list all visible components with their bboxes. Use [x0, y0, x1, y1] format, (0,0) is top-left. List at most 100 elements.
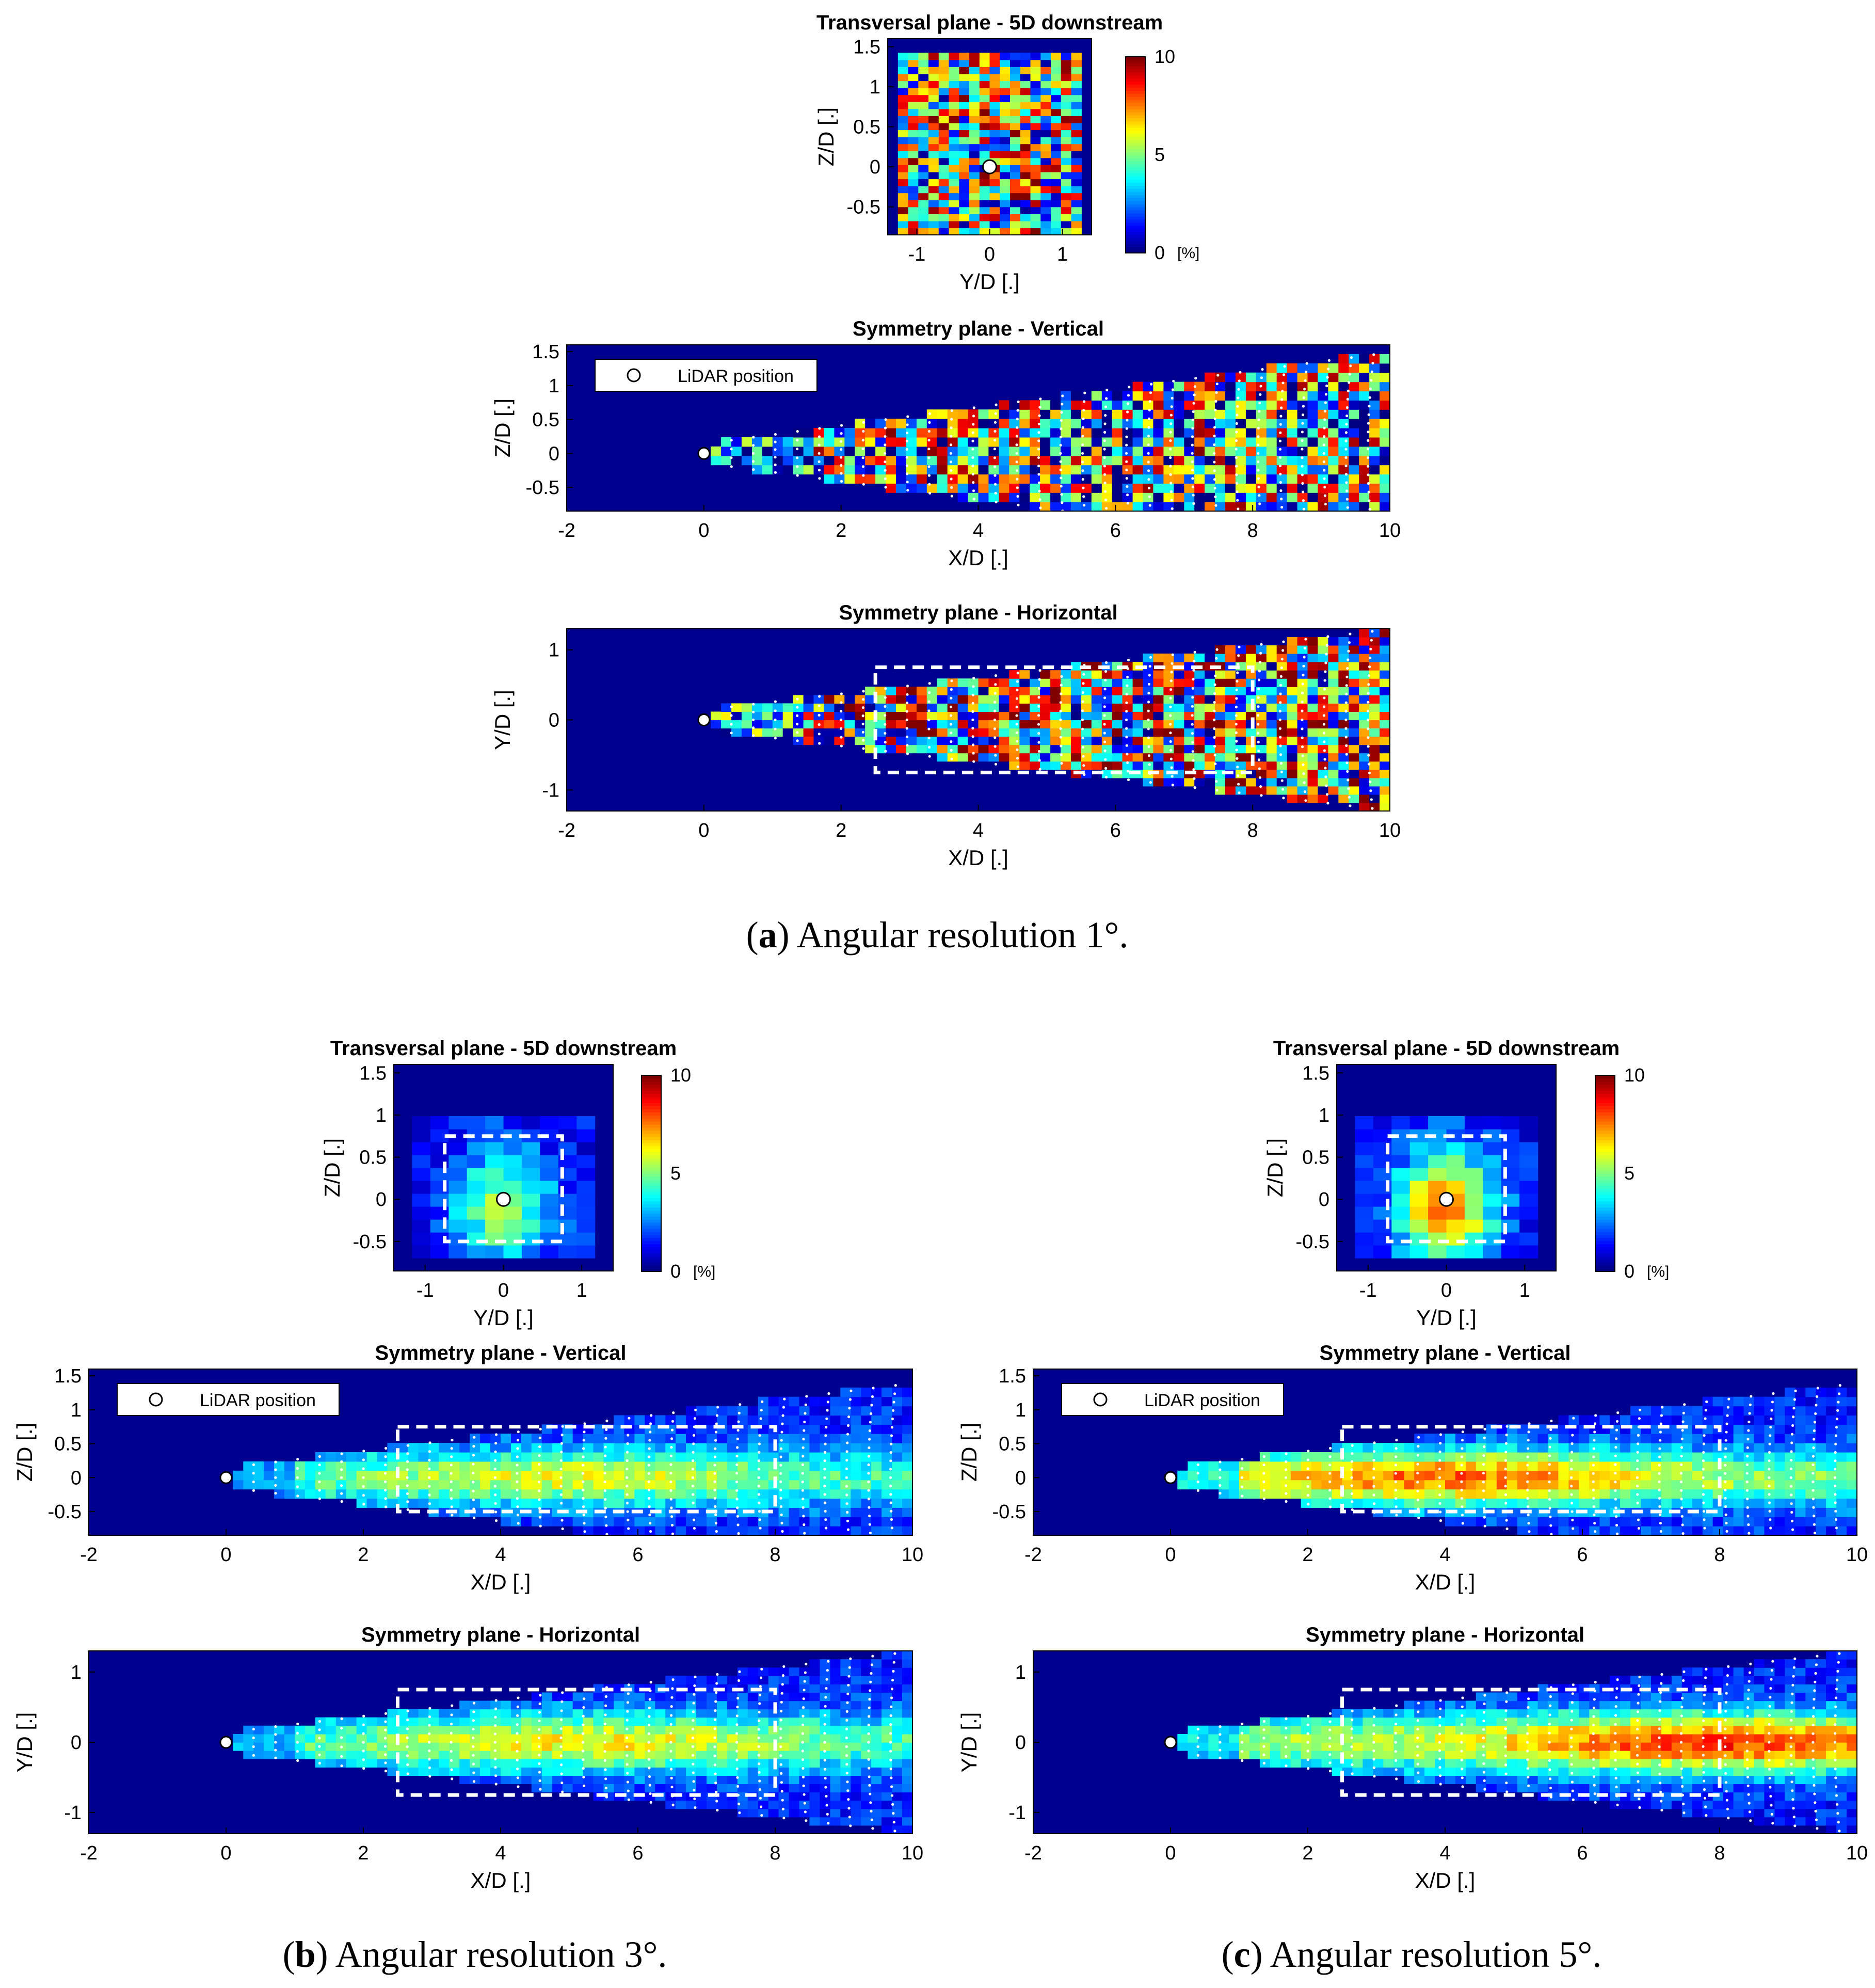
measurement-dot: [1323, 477, 1326, 481]
heatmap-cell: [284, 1489, 295, 1499]
heatmap-cell: [645, 1700, 655, 1710]
measurement-dot: [906, 432, 909, 435]
measurement-dot: [1323, 494, 1327, 497]
heatmap-cell: [1040, 179, 1051, 186]
heatmap-cell: [541, 1480, 553, 1490]
heatmap-cell: [1369, 662, 1380, 671]
heatmap-cell: [844, 703, 855, 712]
heatmap-cell: [968, 744, 979, 754]
heatmap-cell: [778, 1461, 790, 1471]
measurement-dot: [604, 1437, 607, 1440]
measurement-dot: [1126, 761, 1129, 764]
measurement-dot: [890, 1434, 893, 1437]
heatmap-cell: [1061, 761, 1071, 770]
measurement-dot: [517, 1430, 520, 1434]
heatmap-cell: [459, 1443, 470, 1453]
colorbar-segment: [642, 1158, 661, 1162]
heatmap-cell: [731, 728, 742, 737]
heatmap-cell: [449, 1767, 460, 1776]
heatmap-cell: [1000, 59, 1011, 67]
heatmap-cell: [809, 1742, 821, 1751]
heatmap-cell: [576, 1245, 596, 1259]
heatmap-cell: [947, 428, 958, 438]
heatmap-cell: [603, 1498, 615, 1508]
colorbar-segment: [642, 1256, 661, 1260]
measurement-dot: [780, 1505, 783, 1508]
heatmap-cell: [1101, 409, 1113, 419]
heatmap-cell: [1061, 137, 1072, 145]
measurement-dot: [1259, 385, 1262, 388]
heatmap-cell: [928, 81, 939, 88]
heatmap-cell: [1359, 637, 1370, 646]
heatmap-cell: [1101, 744, 1113, 754]
heatmap-cell: [1050, 670, 1061, 679]
heatmap-cell: [820, 1434, 831, 1443]
heatmap-cell: [521, 1434, 532, 1443]
measurement-points: [252, 1384, 897, 1536]
heatmap-cell: [989, 151, 1000, 158]
heatmap-cell: [886, 455, 896, 466]
x-axis-label: X/D [.]: [471, 1570, 531, 1594]
heatmap-cell: [1318, 695, 1328, 704]
measurement-dot: [993, 483, 997, 486]
heatmap-cell: [387, 1470, 398, 1481]
heatmap-cell: [707, 1489, 717, 1499]
heatmap-cell: [824, 446, 835, 456]
measurement-dot: [1280, 770, 1283, 773]
heatmap-cell: [851, 1406, 861, 1416]
measurement-dot: [1191, 477, 1194, 480]
heatmap-cell: [624, 1733, 635, 1743]
heatmap-cell: [908, 53, 919, 60]
heatmap-cell: [1071, 157, 1082, 165]
heatmap-cell: [1051, 116, 1062, 123]
heatmap-cell: [1215, 645, 1226, 654]
heatmap-cell: [820, 1676, 831, 1684]
heatmap-cell: [1122, 419, 1133, 428]
heatmap-cell: [758, 1517, 769, 1526]
measurement-dot: [1305, 362, 1308, 365]
measurement-dot: [818, 704, 821, 707]
heatmap-cell: [1019, 437, 1030, 447]
dashed-region-box: [873, 665, 1255, 774]
heatmap-cell: [1009, 419, 1020, 428]
heatmap-cell: [1369, 678, 1380, 687]
colorbar-segment: [642, 1253, 661, 1257]
heatmap-cell: [1318, 437, 1328, 447]
heatmap-cell: [1000, 81, 1011, 88]
heatmap-cell: [346, 1742, 357, 1751]
measurement-dot: [736, 1506, 739, 1509]
heatmap-cell: [696, 1717, 707, 1726]
heatmap-cell: [1050, 502, 1061, 512]
measurement-dot: [782, 1406, 785, 1409]
measurement-dot: [848, 1407, 851, 1410]
measurement-dot: [1344, 701, 1348, 704]
measurement-dot: [694, 1408, 697, 1411]
heatmap-cell: [572, 1775, 584, 1785]
measurement-dot: [1213, 754, 1216, 757]
measurement-dot: [972, 423, 975, 426]
heatmap-cell: [999, 428, 1009, 438]
heatmap-cell: [813, 695, 824, 704]
measurement-dot: [561, 1425, 564, 1428]
heatmap-cell: [676, 1751, 686, 1759]
heatmap-cell: [449, 1733, 460, 1743]
heatmap-cell: [1061, 419, 1071, 428]
heatmap-cell: [851, 1751, 861, 1759]
heatmap-cell: [459, 1759, 470, 1768]
heatmap-cell: [1307, 645, 1318, 654]
heatmap-cell: [871, 1817, 882, 1826]
heatmap-cell: [428, 1470, 439, 1481]
heatmap-cell: [1318, 492, 1328, 502]
measurement-dot: [362, 1485, 365, 1488]
heatmap-cell: [959, 116, 970, 123]
measurement-dot: [905, 727, 908, 730]
heatmap-cell: [1256, 736, 1267, 745]
heatmap-cell: [1318, 419, 1328, 428]
measurement-dot: [774, 463, 777, 467]
heatmap-cell: [1369, 409, 1380, 419]
heatmap-cell: [1338, 645, 1349, 654]
measurement-dot: [1213, 417, 1216, 420]
measurement-dot: [1281, 788, 1285, 791]
heatmap-cell: [737, 1461, 748, 1471]
measurement-dot: [362, 1503, 365, 1506]
